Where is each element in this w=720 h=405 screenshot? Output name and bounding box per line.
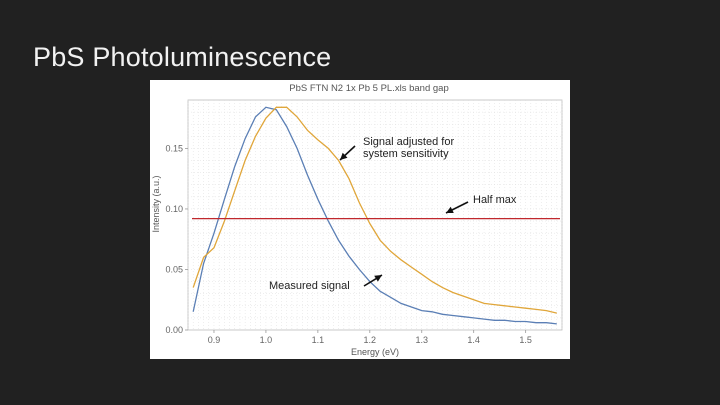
adjusted-annotation-line1: Signal adjusted for [363, 136, 455, 148]
chart-panel: 0.9 1.0 1.1 1.2 1.3 1.4 1.5 0.00 0.05 0.10 0.15 Pb… [150, 80, 570, 359]
x-tick-label: 1.1 [312, 335, 325, 345]
x-axis-label: Energy (eV) [351, 347, 399, 357]
x-tick-label: 1.2 [364, 335, 377, 345]
arrow-measured-head [374, 275, 382, 282]
measured-annotation: Measured signal [269, 280, 350, 292]
slide-title: PbS Photoluminescence [33, 42, 332, 72]
pl-chart: 0.9 1.0 1.1 1.2 1.3 1.4 1.5 0.00 0.05 0.10 0.15 Pb… [151, 83, 563, 357]
grid [187, 99, 563, 331]
y-axis-label: Intensity (a.u.) [151, 175, 161, 232]
x-tick-label: 0.9 [208, 335, 221, 345]
series-line-measured [192, 106, 557, 325]
y-tick-label: 0.05 [165, 264, 183, 274]
x-tick-label: 1.5 [519, 335, 532, 345]
arrow-adjusted-head [340, 152, 348, 160]
y-tick-label: 0.10 [165, 204, 183, 214]
half-max-annotation: Half max [473, 194, 517, 206]
y-tick-label: 0.00 [165, 325, 183, 335]
series-lines [192, 106, 560, 325]
annotation-arrows [339, 145, 469, 287]
adjusted-annotation: Signal adjusted for system sensitivity [363, 136, 454, 160]
x-tick-label: 1.3 [415, 335, 428, 345]
series-line-adjusted [192, 106, 557, 314]
arrow-half-max-head [446, 206, 454, 213]
y-tick-label: 0.15 [165, 143, 183, 153]
adjusted-annotation-line2: system sensitivity [363, 148, 449, 160]
x-tick-label: 1.4 [467, 335, 480, 345]
chart-title: PbS FTN N2 1x Pb 5 PL.xls band gap [289, 83, 448, 94]
axes: 0.9 1.0 1.1 1.2 1.3 1.4 1.5 0.00 0.05 0.10 0.15 [165, 143, 531, 345]
x-tick-label: 1.0 [260, 335, 273, 345]
